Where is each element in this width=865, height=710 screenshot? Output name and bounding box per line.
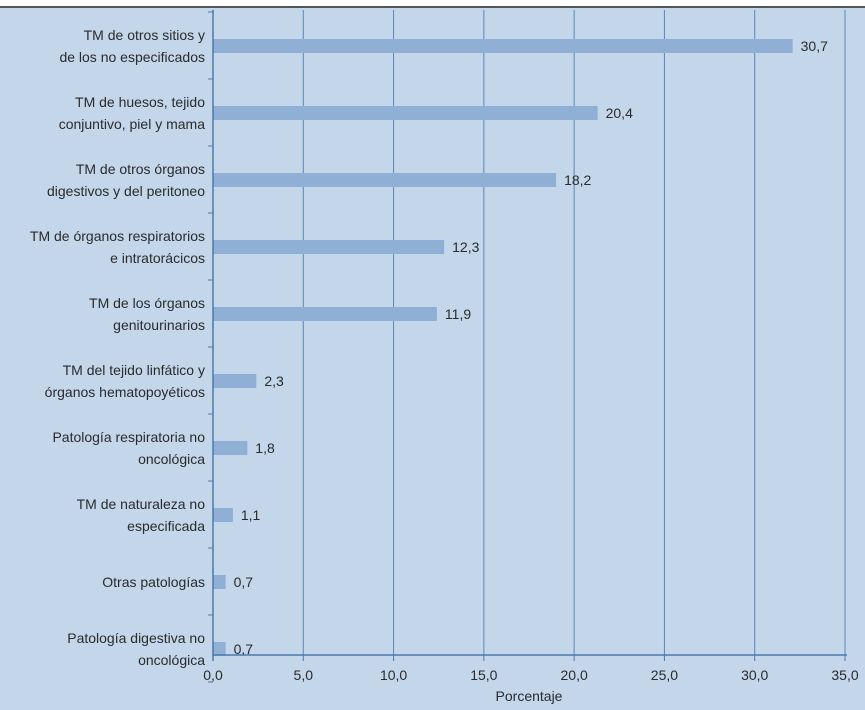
x-tick-label: 10,0	[380, 667, 407, 683]
bar	[213, 39, 793, 53]
bar	[213, 575, 226, 589]
value-labels: 30,7 20,4 18,2 12,3 11,9 2,3 1,8 1,1 0,7 0,7	[234, 38, 828, 657]
value-label: 1,1	[241, 507, 261, 523]
bar	[213, 106, 598, 120]
category-label: TM de los órganos genitourinarios	[89, 295, 205, 333]
bar	[213, 240, 445, 254]
bar	[213, 441, 248, 455]
category-label: Patología digestiva no oncológica	[67, 630, 205, 668]
x-ticks: 0,0 5,0 10,0 15,0 20,0 25,0 30,0 35,0	[203, 655, 859, 683]
value-label: 0,7	[234, 574, 254, 590]
bars	[213, 39, 793, 656]
bar	[213, 374, 257, 388]
x-tick-label: 5,0	[294, 667, 314, 683]
x-tick-label: 15,0	[470, 667, 497, 683]
x-tick-label: 20,0	[561, 667, 588, 683]
bar	[213, 173, 557, 187]
bar	[213, 508, 233, 522]
category-labels: TM de otros sitios y de los no especifica…	[30, 27, 205, 668]
category-label: TM de órganos respiratorios e intratoráci…	[30, 228, 205, 266]
value-label: 12,3	[452, 239, 479, 255]
chart-background	[0, 7, 865, 710]
x-axis-title: Porcentaje	[496, 688, 563, 704]
bar	[213, 642, 226, 656]
x-tick-label: 35,0	[831, 667, 858, 683]
value-label: 11,9	[445, 306, 471, 322]
category-label: Patología respiratoria no oncológica	[52, 429, 205, 467]
value-label: 20,4	[606, 105, 633, 121]
category-label: TM de huesos, tejido conjuntivo, piel y m…	[59, 94, 206, 132]
x-tick-label: 25,0	[651, 667, 678, 683]
value-label: 1,8	[255, 440, 275, 456]
bar	[213, 307, 437, 321]
value-label: 30,7	[801, 38, 828, 54]
category-label: TM de naturaleza no especificada	[77, 496, 206, 534]
category-label: TM del tejido linfático y órganos hematop…	[45, 362, 205, 400]
category-label: TM de otros órganos digestivos y del peri…	[47, 161, 205, 199]
value-label: 18,2	[564, 172, 591, 188]
category-label: TM de otros sitios y de los no especifica…	[59, 27, 205, 65]
value-label: 0,7	[234, 641, 254, 657]
x-tick-label: 0,0	[203, 667, 223, 683]
x-tick-label: 30,0	[741, 667, 768, 683]
category-label: Otras patologías	[102, 574, 205, 590]
axes	[208, 10, 847, 683]
value-label: 2,3	[264, 373, 284, 389]
